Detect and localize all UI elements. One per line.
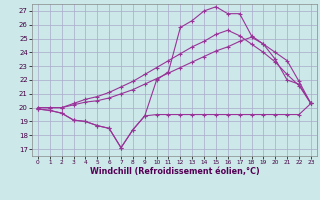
X-axis label: Windchill (Refroidissement éolien,°C): Windchill (Refroidissement éolien,°C) — [90, 167, 259, 176]
